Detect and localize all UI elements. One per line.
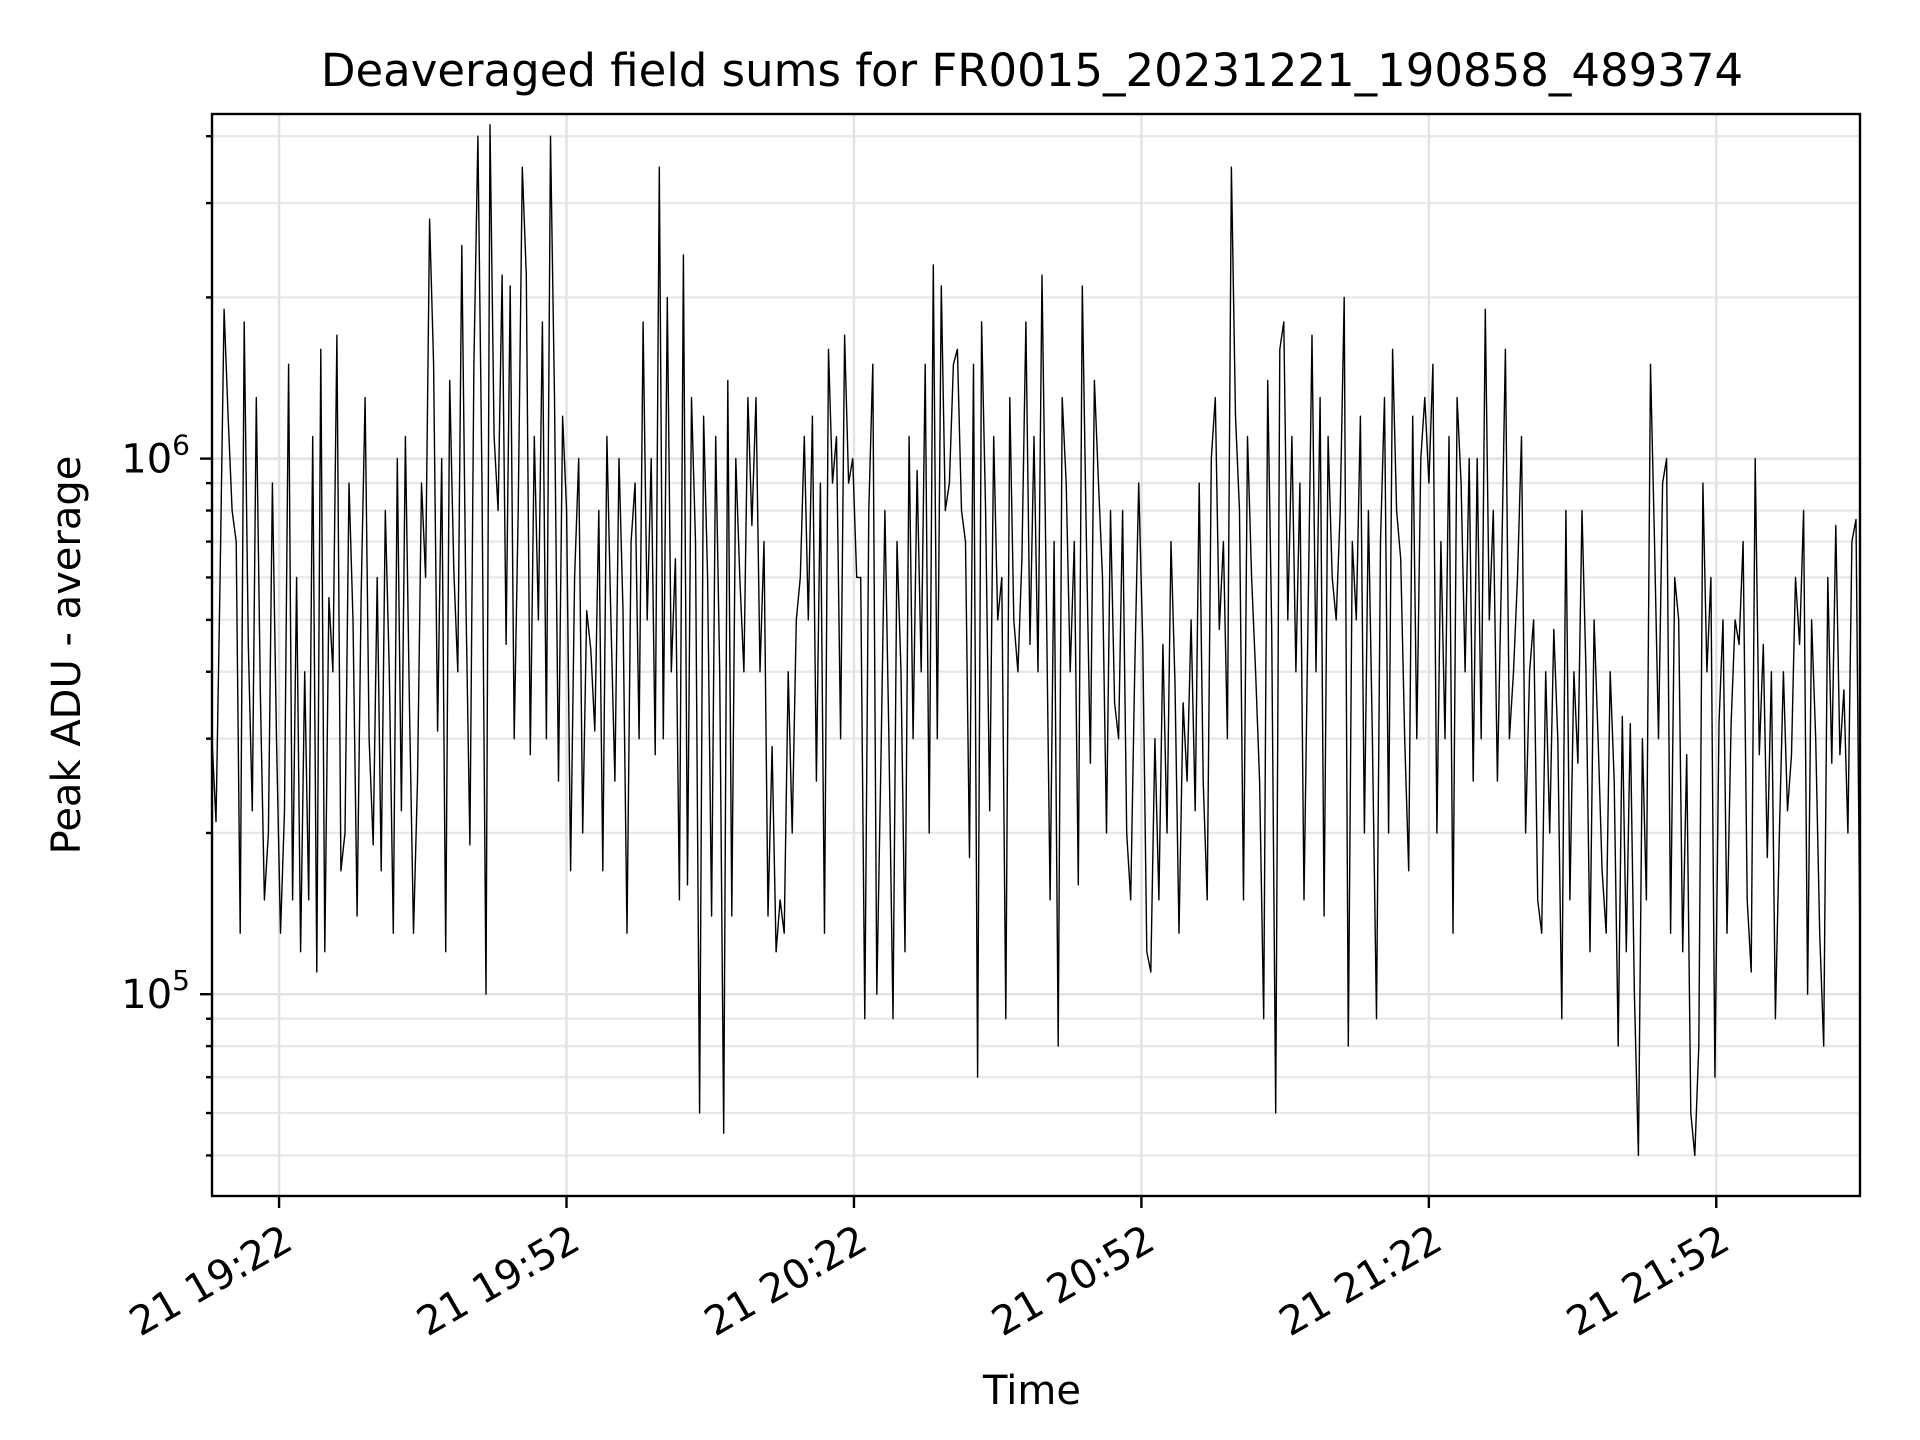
x-axis-label: Time [982, 1368, 1081, 1414]
y-tick-label: 105 [121, 964, 190, 1018]
y-axis-label: Peak ADU - average [44, 456, 90, 855]
series-line [211, 124, 1861, 1157]
y-tick-label: 106 [121, 429, 190, 483]
y-axis: 105 106 [121, 134, 212, 1157]
chart-title: Deaveraged field sums for FR0015_2023122… [321, 44, 1743, 97]
plot-area [211, 124, 1861, 1157]
axes-frame [210, 112, 1862, 1198]
